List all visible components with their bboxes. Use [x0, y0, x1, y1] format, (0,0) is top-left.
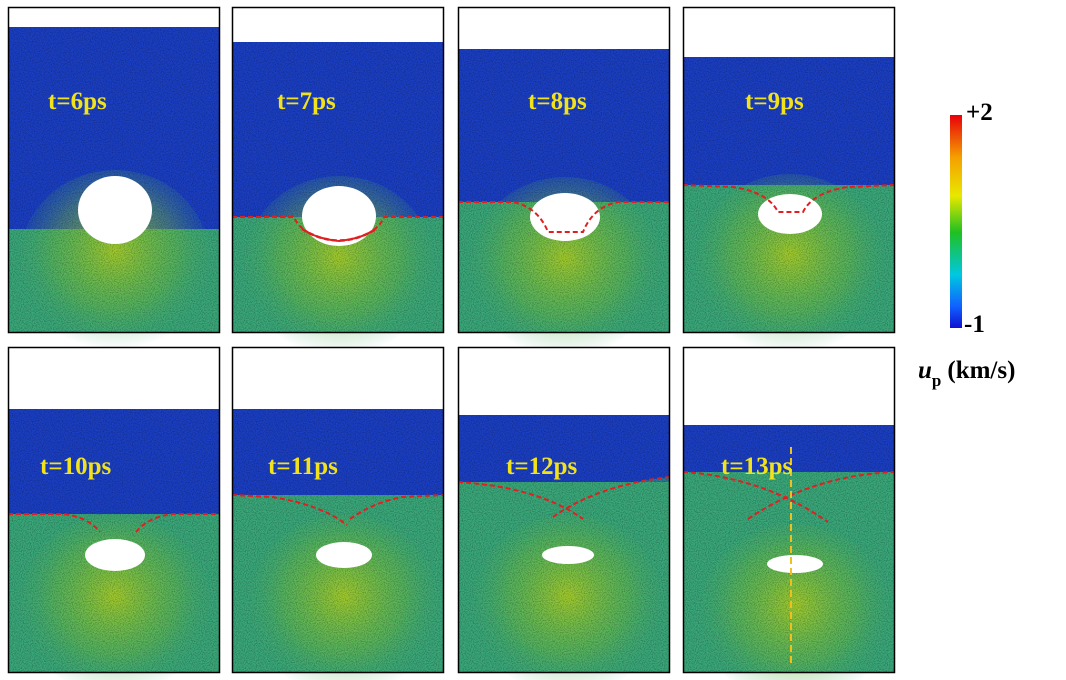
panel-frame	[457, 6, 671, 334]
time-label: t=8ps	[528, 88, 587, 115]
time-label: t=13ps	[721, 453, 792, 480]
void	[767, 555, 823, 573]
time-label: t=10ps	[40, 453, 111, 480]
void	[758, 194, 822, 234]
panel-frame	[457, 346, 671, 674]
shock-front	[682, 471, 896, 523]
colorbar-title: up (km/s)	[918, 357, 1015, 390]
snapshot-panel: t=6ps	[7, 6, 221, 350]
panel-frame	[682, 6, 896, 334]
shock-front	[8, 513, 220, 533]
noise	[458, 415, 670, 673]
colorbar-max: +2	[966, 99, 993, 126]
snapshot-panel: t=11ps	[231, 346, 445, 680]
noise	[458, 49, 670, 333]
shock-front	[457, 476, 671, 520]
void	[530, 193, 600, 241]
shock-front	[231, 494, 445, 526]
snapshot-panel: t=9ps	[682, 6, 896, 354]
snapshot-panel: t=10ps	[7, 346, 221, 680]
void	[85, 539, 145, 571]
panel-frame	[7, 6, 221, 334]
shock-front	[301, 227, 377, 242]
noise	[232, 409, 444, 673]
time-label: t=12ps	[506, 453, 577, 480]
void	[78, 176, 152, 244]
time-label: t=6ps	[48, 88, 107, 115]
shock-front	[458, 201, 670, 233]
panel-frame	[682, 346, 896, 674]
time-label: t=11ps	[268, 453, 338, 480]
colorbar	[950, 115, 962, 328]
shock-front	[232, 216, 444, 243]
subscript: p	[932, 371, 941, 390]
panels: t=6ps t=7ps t=8ps t=9ps t=10ps t=11ps t=12ps t=…	[7, 6, 896, 680]
snapshot-panel: t=8ps	[457, 6, 671, 357]
noise	[683, 425, 895, 673]
time-label: t=7ps	[277, 88, 336, 115]
colorbar-min: -1	[964, 311, 985, 338]
void	[316, 542, 372, 568]
shock-front	[682, 184, 896, 213]
unit: (km/s)	[947, 357, 1015, 384]
panel-frame	[231, 6, 445, 334]
time-label: t=9ps	[745, 88, 804, 115]
void	[542, 546, 594, 564]
panel-frame	[7, 346, 221, 674]
panel-frame	[231, 346, 445, 674]
snapshot-panel: t=12ps	[457, 346, 671, 680]
void	[302, 186, 376, 246]
quantity: u	[918, 357, 932, 384]
snapshot-panel: t=7ps	[231, 6, 445, 356]
snapshot-panel: t=13ps	[682, 346, 896, 680]
